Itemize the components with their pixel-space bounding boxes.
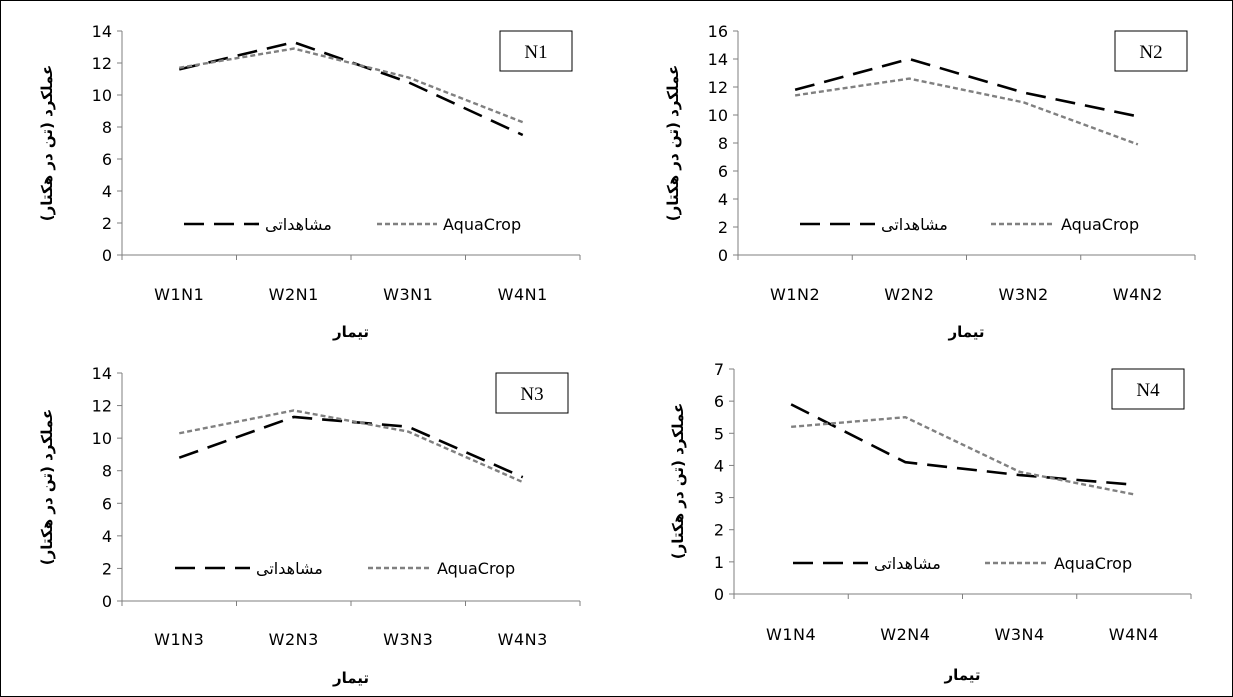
panel2-y-tick-label: 8	[718, 134, 728, 153]
panel2-y-tick-label: 16	[708, 22, 728, 41]
panel3-y-tick-label: 8	[102, 462, 112, 481]
panel4-y-tick-label: 2	[714, 521, 724, 540]
panel4-y-tick-label: 5	[714, 424, 724, 443]
panel1-legend-label-1: مشاهداتی	[265, 215, 332, 234]
panel4-y-tick-label: 6	[714, 392, 724, 411]
panel3-y-tick-label: 10	[92, 429, 112, 448]
panel4-y-tick-label: 3	[714, 489, 724, 508]
panel3-y-tick-label: 0	[102, 592, 112, 611]
panel2-label-box	[1114, 30, 1188, 72]
panel1-x-axis-title: تیمار	[332, 323, 369, 341]
panel4-label-box	[1111, 368, 1185, 410]
panel2-x-tick-label: W1N2	[770, 285, 820, 304]
panel3-y-tick-label: 2	[102, 559, 112, 578]
panel3-y-tick-label: 14	[92, 364, 112, 383]
panel4-x-tick-label: W3N4	[995, 625, 1045, 644]
panel1-y-tick-label: 10	[92, 86, 112, 105]
panel4-y-tick-label: 1	[714, 553, 724, 572]
panel3-legend-label-2: AquaCrop	[437, 559, 515, 578]
panel3-legend-label-1: مشاهداتی	[256, 559, 323, 578]
panel1-y-tick-label: 14	[92, 22, 112, 41]
panel1-y-axis-title: عملکرد (تن در هکتار)	[38, 65, 56, 222]
panel1-legend-label-2: AquaCrop	[443, 215, 521, 234]
panel2-x-tick-label: W2N2	[884, 285, 934, 304]
panel1-x-tick-label: W1N1	[154, 285, 204, 304]
panel2-x-axis-title: تیمار	[947, 323, 984, 341]
panel3-x-axis-title: تیمار	[332, 669, 369, 687]
panel4-legend-label-2: AquaCrop	[1054, 554, 1132, 573]
panel1-x-tick-label: W4N1	[498, 285, 548, 304]
panel2-y-tick-label: 14	[708, 50, 728, 69]
panel1-y-tick-label: 0	[102, 246, 112, 265]
panel4-y-tick-label: 4	[714, 456, 724, 475]
panel1-y-tick-label: 2	[102, 214, 112, 233]
panel1-y-tick-label: 12	[92, 54, 112, 73]
panel4-y-tick-label: 0	[714, 585, 724, 604]
panel1-x-tick-label: W3N1	[383, 285, 433, 304]
panel2-label: N2	[1139, 42, 1162, 63]
panel3-y-tick-label: 4	[102, 527, 112, 546]
panel2-y-tick-label: 4	[718, 190, 728, 209]
panel4-x-tick-label: W4N4	[1109, 625, 1159, 644]
panel1-x-tick-label: W2N1	[269, 285, 319, 304]
panel2-y-tick-label: 10	[708, 106, 728, 125]
panel2-legend-label-2: AquaCrop	[1061, 215, 1139, 234]
panel1-label-box	[499, 30, 573, 72]
panel4-x-axis-title: تیمار	[943, 666, 980, 684]
panel3-x-tick-label: W4N3	[498, 630, 548, 649]
panel3-label-box	[495, 372, 569, 414]
panel3-series-2-line	[179, 409, 524, 484]
panel4-series-1-line	[790, 403, 1134, 487]
panel3-y-axis-title: عملکرد (تن در هکتار)	[38, 409, 56, 566]
panel4-label: N4	[1136, 380, 1160, 401]
panel1-label: N1	[524, 42, 547, 63]
panel2-y-axis-title: عملکرد (تن در هکتار)	[664, 65, 682, 222]
panel1-y-tick-label: 6	[102, 150, 112, 169]
panel2-y-tick-label: 2	[718, 218, 728, 237]
panel2-y-tick-label: 6	[718, 162, 728, 181]
panel3-x-tick-label: W1N3	[154, 630, 204, 649]
panel3-x-tick-label: W3N3	[383, 630, 433, 649]
panel4-y-tick-label: 7	[714, 360, 724, 379]
panel2-legend-label-1: مشاهداتی	[881, 215, 948, 234]
panel4-x-tick-label: W2N4	[880, 625, 930, 644]
panel3-x-tick-label: W2N3	[269, 630, 319, 649]
panel2-x-tick-label: W4N2	[1113, 285, 1163, 304]
panel1-series-1-line	[178, 40, 524, 137]
panel2-y-tick-label: 0	[718, 246, 728, 265]
panel2-x-tick-label: W3N2	[999, 285, 1049, 304]
panel4-legend-label-1: مشاهداتی	[874, 554, 941, 573]
panel2-y-tick-label: 12	[708, 78, 728, 97]
panel2-series-2-line	[794, 77, 1139, 146]
panel1-y-tick-label: 4	[102, 182, 112, 201]
panel1-series-2-line	[179, 47, 524, 124]
panel3-series-1-line	[178, 415, 524, 479]
panel3-y-tick-label: 6	[102, 494, 112, 513]
panel4-y-axis-title: عملکرد (تن در هکتار)	[669, 403, 687, 560]
panel1-y-tick-label: 8	[102, 118, 112, 137]
panel4-x-tick-label: W1N4	[766, 625, 816, 644]
panel3-y-tick-label: 12	[92, 397, 112, 416]
panel4-series-2-line	[791, 416, 1135, 496]
panel3-label: N3	[520, 384, 543, 405]
